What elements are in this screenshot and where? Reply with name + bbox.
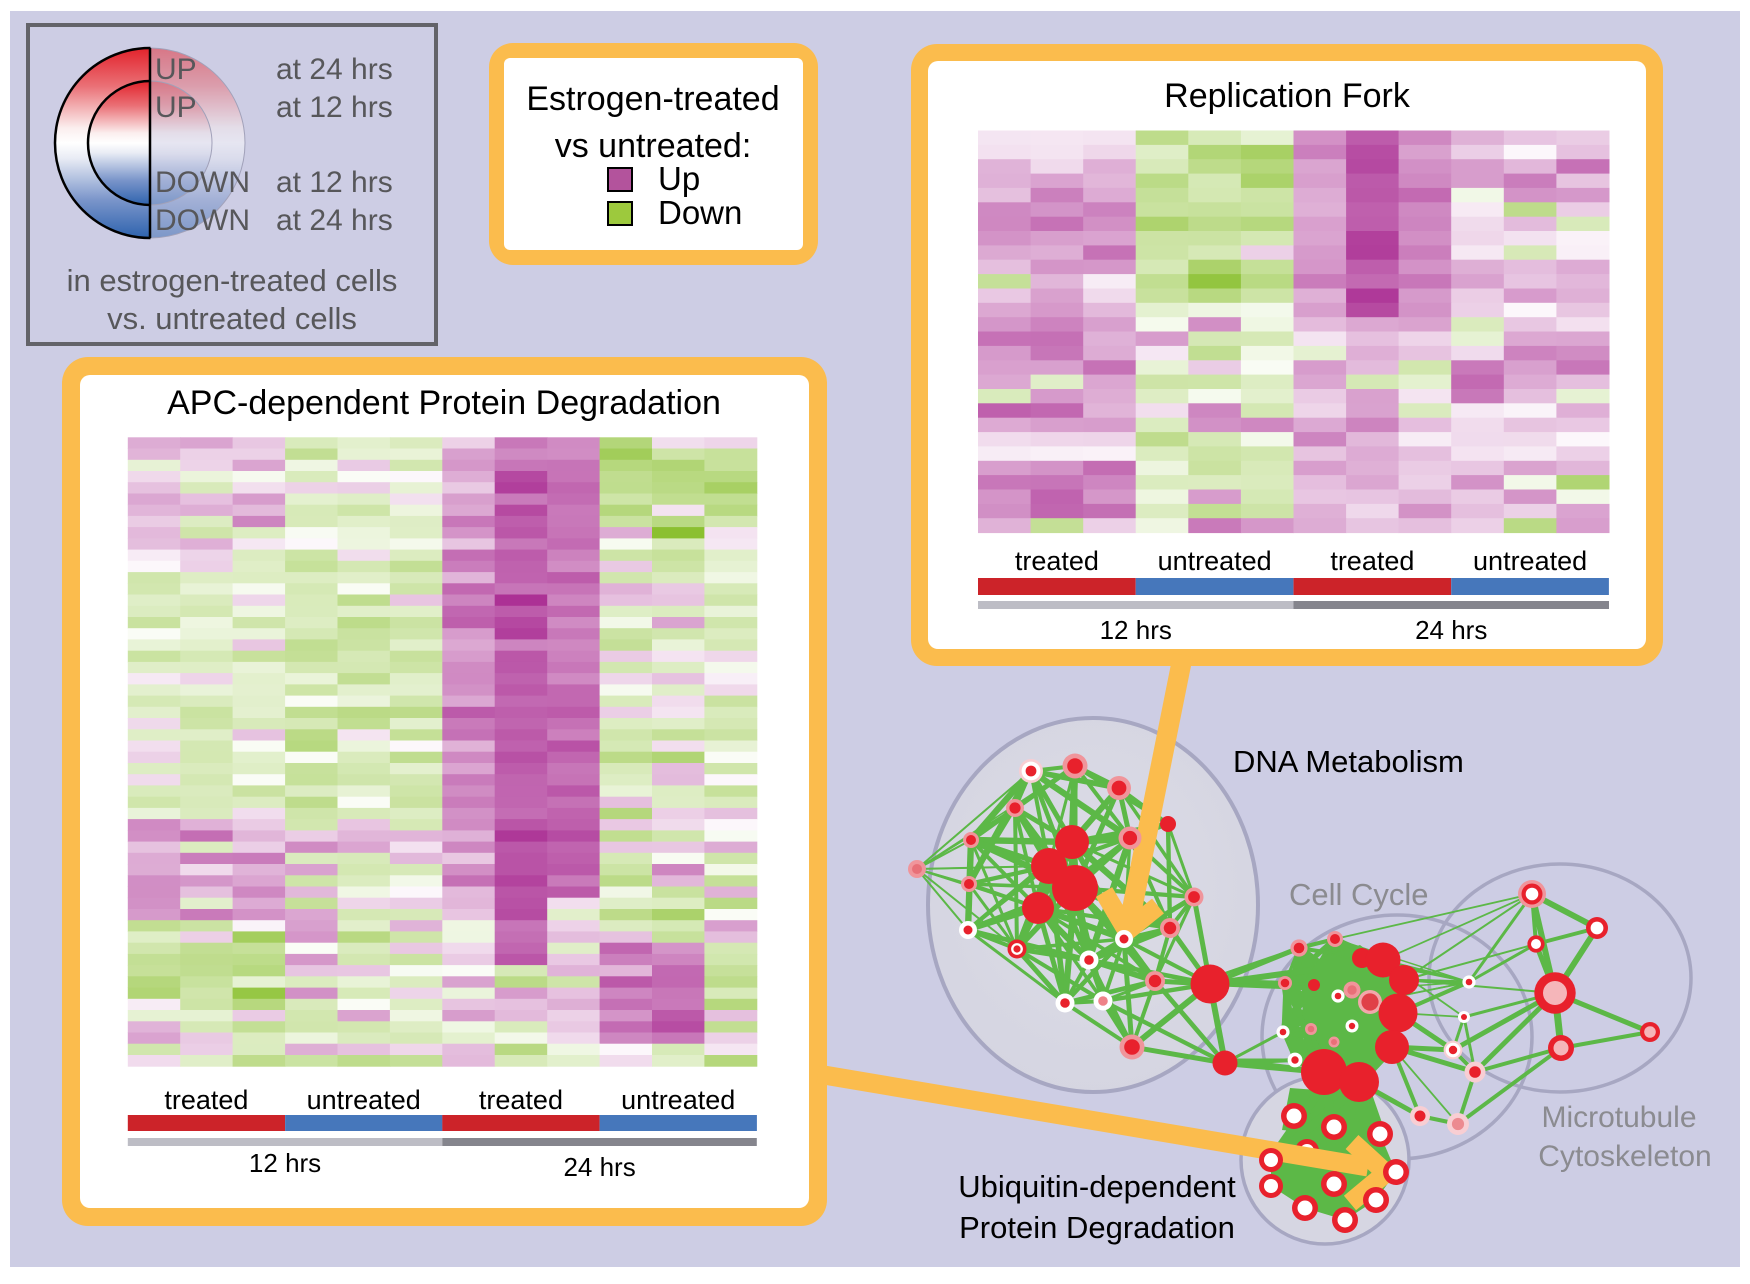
svg-text:untreated: untreated <box>1158 546 1272 576</box>
svg-text:at 24 hrs: at 24 hrs <box>276 204 393 237</box>
svg-text:UP: UP <box>155 91 197 124</box>
svg-text:untreated: untreated <box>621 1085 735 1115</box>
svg-text:untreated: untreated <box>1473 546 1587 576</box>
svg-text:Ubiquitin-dependent: Ubiquitin-dependent <box>958 1169 1236 1204</box>
svg-text:at 24 hrs: at 24 hrs <box>276 53 393 86</box>
svg-text:vs. untreated cells: vs. untreated cells <box>107 301 357 336</box>
svg-text:vs untreated:: vs untreated: <box>555 127 752 165</box>
svg-text:treated: treated <box>1015 546 1099 576</box>
svg-text:Cell Cycle: Cell Cycle <box>1289 877 1429 912</box>
svg-text:Microtubule: Microtubule <box>1541 1101 1696 1134</box>
svg-text:12 hrs: 12 hrs <box>249 1148 321 1178</box>
svg-text:in estrogen-treated cells: in estrogen-treated cells <box>67 263 398 298</box>
svg-text:Cytoskeleton: Cytoskeleton <box>1538 1140 1711 1173</box>
svg-text:24 hrs: 24 hrs <box>1415 615 1487 645</box>
svg-text:Estrogen-treated: Estrogen-treated <box>526 80 779 118</box>
svg-text:Down: Down <box>658 194 742 231</box>
svg-text:at 12 hrs: at 12 hrs <box>276 91 393 124</box>
svg-text:treated: treated <box>479 1085 563 1115</box>
svg-text:DNA Metabolism: DNA Metabolism <box>1233 744 1464 779</box>
svg-text:DOWN: DOWN <box>155 204 250 237</box>
svg-text:treated: treated <box>1330 546 1414 576</box>
svg-text:DOWN: DOWN <box>155 166 250 199</box>
svg-text:at 12 hrs: at 12 hrs <box>276 166 393 199</box>
svg-text:APC-dependent Protein Degradat: APC-dependent Protein Degradation <box>167 384 721 422</box>
svg-text:24 hrs: 24 hrs <box>563 1152 635 1182</box>
svg-text:Up: Up <box>658 160 700 197</box>
svg-text:Replication Fork: Replication Fork <box>1164 77 1411 115</box>
svg-text:Protein Degradation: Protein Degradation <box>959 1210 1235 1245</box>
svg-text:UP: UP <box>155 53 197 86</box>
svg-text:untreated: untreated <box>307 1085 421 1115</box>
svg-text:12 hrs: 12 hrs <box>1100 615 1172 645</box>
svg-text:treated: treated <box>164 1085 248 1115</box>
